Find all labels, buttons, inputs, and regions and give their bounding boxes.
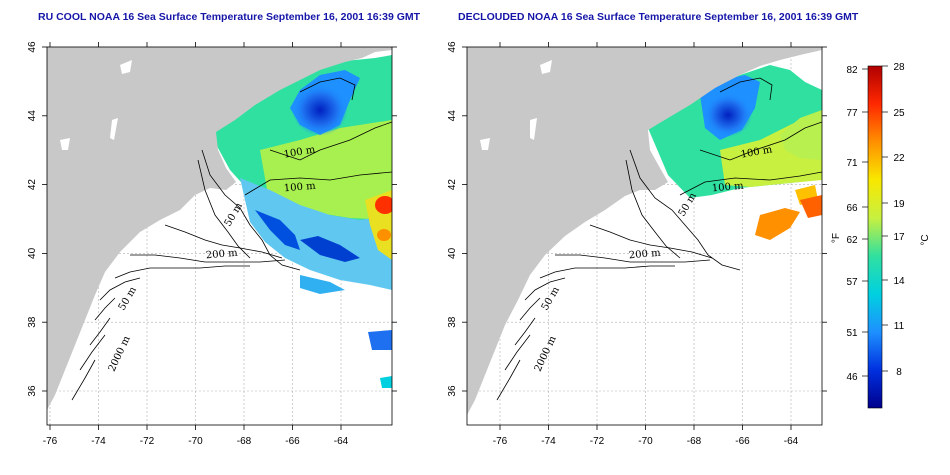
y-tick-label: 38 [447, 316, 458, 328]
colorbar-c-label: 17 [893, 232, 905, 243]
colorbar-f-label: 82 [846, 65, 858, 76]
colorbar-c-label: 19 [893, 199, 905, 210]
x-tick-label: -64 [784, 436, 799, 447]
y-tick-label: 44 [27, 110, 38, 122]
colorbar-f-label: 51 [846, 328, 858, 339]
y-tick-label: 36 [27, 385, 38, 397]
fahrenheit-unit-label: °F [831, 233, 842, 243]
colorbar-c-label: 8 [896, 367, 902, 378]
colorbar-f-label: 66 [846, 203, 858, 214]
x-tick-label: -68 [237, 436, 252, 447]
colorbar-gradient [867, 65, 883, 409]
landmass-right [467, 47, 822, 415]
colorbar-c-label: 28 [893, 62, 905, 73]
y-tick-label: 36 [447, 385, 458, 397]
colorbar-f-label: 71 [846, 158, 858, 169]
y-tick-label: 38 [27, 316, 38, 328]
colorbar-c-label: 11 [894, 321, 905, 332]
celsius-unit-label: °C [920, 234, 931, 245]
colorbar-f-label: 46 [846, 372, 858, 383]
colorbar-c-label: 25 [893, 108, 905, 119]
colorbar-f-label: 77 [846, 108, 858, 119]
x-tick-label: -64 [334, 436, 349, 447]
x-tick-label: -76 [43, 436, 58, 447]
landmass-left [47, 47, 392, 410]
colorbar-f-label: 62 [846, 235, 858, 246]
y-tick-label: 46 [27, 41, 38, 53]
contour-label: 200 m [205, 248, 238, 262]
x-tick-label: -70 [188, 436, 203, 447]
colorbar-c-label: 22 [893, 153, 905, 164]
contour-label: 100 m [711, 181, 744, 195]
x-tick-label: -66 [735, 436, 750, 447]
panel-title-right: DECLOUDED NOAA 16 Sea Surface Temperatur… [458, 11, 859, 23]
colorbar-f-label: 57 [846, 277, 858, 288]
contour-label: 100 m [283, 181, 316, 195]
x-tick-label: -72 [590, 436, 605, 447]
x-tick-label: -74 [541, 436, 556, 447]
y-tick-label: 40 [447, 247, 458, 259]
y-tick-label: 42 [447, 179, 458, 191]
contour-label: 200 m [628, 248, 661, 262]
colorbar-c-label: 14 [893, 276, 905, 287]
temperature-colorbar: 82 77 71 66 62 57 51 46 28 25 22 19 17 14 11 8 °F °C [831, 62, 931, 409]
sst-field-right [648, 65, 822, 240]
bathymetry-contours-left [71, 77, 392, 401]
y-tick-label: 42 [27, 179, 38, 191]
x-tick-label: -70 [638, 436, 653, 447]
bathymetry-contours-right [496, 77, 822, 401]
x-tick-label: -74 [91, 436, 106, 447]
x-tick-label: -76 [493, 436, 508, 447]
x-tick-label: -68 [687, 436, 702, 447]
y-tick-label: 40 [27, 247, 38, 259]
y-tick-label: 46 [447, 41, 458, 53]
y-tick-label: 44 [447, 110, 458, 122]
panel-title-left: RU COOL NOAA 16 Sea Surface Temperature … [38, 11, 421, 23]
x-tick-label: -66 [285, 436, 300, 447]
x-tick-label: -72 [140, 436, 155, 447]
